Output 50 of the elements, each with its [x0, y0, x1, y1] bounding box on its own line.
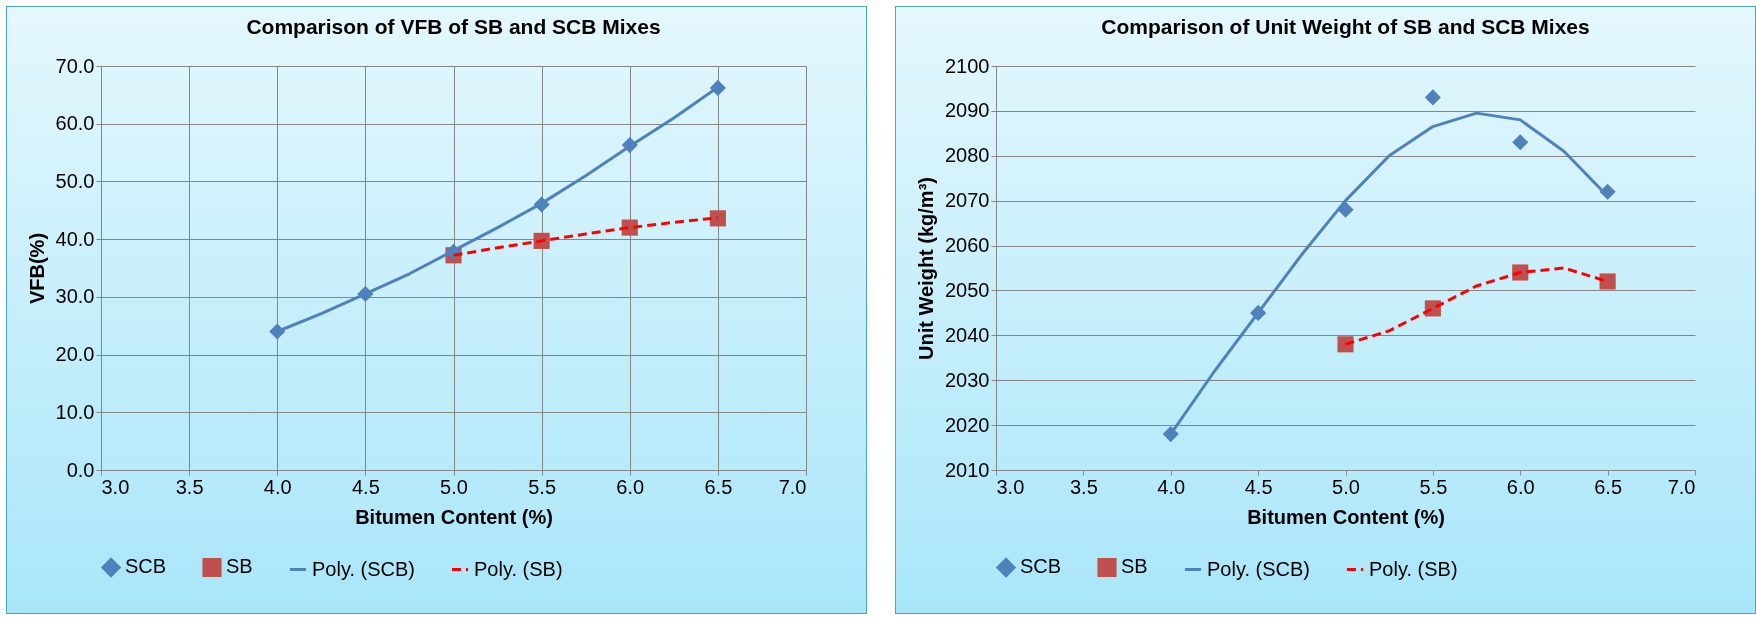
- x-tick-label: 4.5: [1244, 475, 1273, 498]
- x-tick-label: 7.0: [1667, 475, 1696, 498]
- x-tick-label: 3.5: [1069, 475, 1098, 498]
- legend-label: SCB: [1020, 555, 1062, 578]
- x-tick-label: 5.0: [440, 475, 468, 498]
- x-tick-label: 3.0: [101, 475, 130, 498]
- legend-label: SB: [226, 555, 253, 578]
- legend-label: SB: [1121, 555, 1148, 578]
- legend-label: Poly. (SCB): [1207, 557, 1310, 580]
- x-axis-title: Bitumen Content (%): [355, 505, 553, 528]
- x-tick-label: 4.0: [1157, 475, 1186, 498]
- x-tick-label: 3.0: [996, 475, 1025, 498]
- y-tick-label: 2060: [945, 234, 990, 257]
- x-tick-label: 3.5: [175, 475, 204, 498]
- x-tick-label: 7.0: [778, 475, 807, 498]
- y-tick-label: 2020: [945, 413, 990, 436]
- legend-label: Poly. (SCB): [312, 557, 415, 580]
- y-tick-label: 2050: [945, 278, 990, 301]
- legend-label: SCB: [125, 555, 167, 578]
- y-tick-label: 20.0: [55, 343, 95, 366]
- y-tick-label: 2030: [945, 368, 990, 391]
- y-axis-title: Unit Weight (kg/m³): [915, 177, 938, 360]
- y-tick-label: 50.0: [55, 169, 95, 192]
- y-axis-title: VFB(%): [25, 232, 48, 305]
- x-axis-title: Bitumen Content (%): [1247, 505, 1445, 528]
- y-tick-label: 2100: [945, 54, 990, 77]
- y-tick-label: 60.0: [55, 112, 95, 135]
- x-tick-label: 5.5: [528, 475, 557, 498]
- chart-title: Comparison of VFB of SB and SCB Mixes: [246, 15, 661, 38]
- x-tick-label: 6.5: [704, 475, 733, 498]
- y-tick-label: 10.0: [55, 400, 95, 423]
- y-tick-label: 2090: [945, 99, 990, 122]
- x-tick-label: 5.0: [1332, 475, 1360, 498]
- x-tick-label: 4.5: [351, 475, 380, 498]
- y-tick-label: 2040: [945, 323, 990, 346]
- y-tick-label: 0.0: [66, 458, 95, 481]
- x-tick-label: 5.5: [1419, 475, 1448, 498]
- y-tick-label: 2080: [945, 144, 990, 167]
- y-tick-label: 2070: [945, 189, 990, 212]
- y-tick-label: 40.0: [55, 227, 95, 250]
- x-tick-label: 6.5: [1594, 475, 1623, 498]
- y-tick-label: 30.0: [55, 285, 95, 308]
- chart-title: Comparison of Unit Weight of SB and SCB Mixes: [1101, 15, 1590, 38]
- x-tick-label: 6.0: [1506, 475, 1535, 498]
- y-tick-label: 2010: [945, 458, 990, 481]
- legend-label: Poly. (SB): [474, 557, 563, 580]
- x-tick-label: 4.0: [263, 475, 292, 498]
- legend-label: Poly. (SB): [1369, 557, 1458, 580]
- y-tick-label: 70.0: [55, 54, 95, 77]
- x-tick-label: 6.0: [616, 475, 645, 498]
